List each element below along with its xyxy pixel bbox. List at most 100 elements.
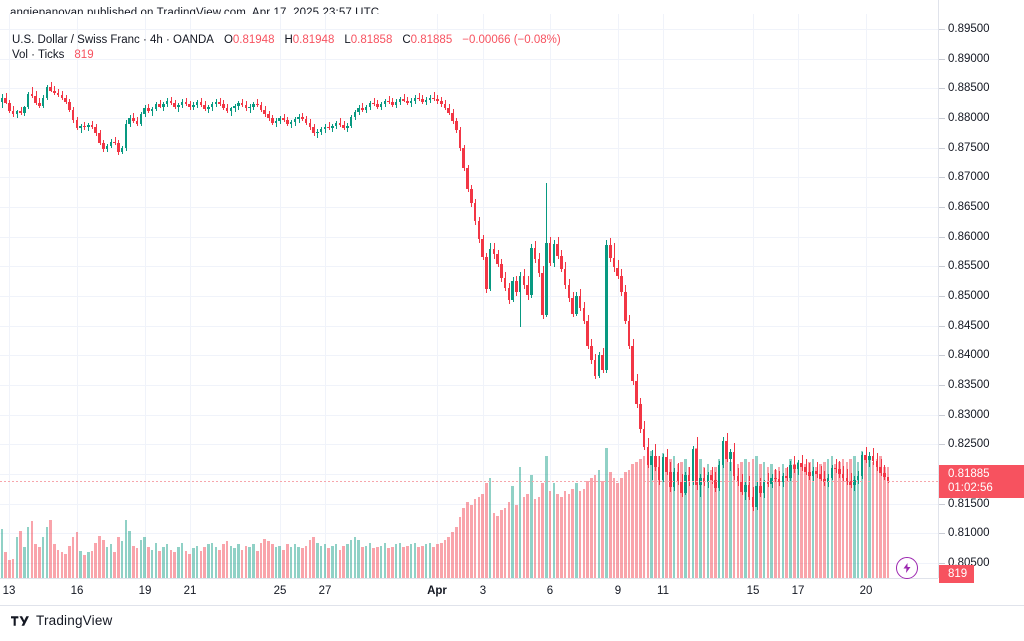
candle-body-down [864, 455, 867, 460]
tradingview-logo-icon [11, 615, 30, 627]
volume-bar [582, 488, 586, 578]
volume-bar [556, 494, 559, 578]
candle-wick [171, 96, 172, 105]
candle-wick [884, 464, 885, 481]
candle-body-down [845, 477, 849, 482]
candle-body-up [868, 456, 871, 460]
volume-bar [721, 453, 725, 578]
candle-body-down [507, 288, 511, 301]
candle-body-down [657, 466, 661, 481]
legend-open-label: O [223, 34, 233, 46]
candle-body-up [319, 129, 323, 132]
candle-body-up [781, 476, 785, 483]
volume-bar [646, 453, 650, 578]
candle-body-down [608, 244, 612, 258]
volume-bar [233, 548, 236, 578]
volume-bar [860, 450, 864, 578]
volume-bar [263, 538, 267, 578]
candle-wick [32, 87, 33, 99]
candle-body-up [165, 100, 169, 104]
candle-body-down [188, 104, 191, 108]
volume-bar [139, 540, 143, 578]
volume-bar [368, 542, 372, 578]
price-tick-label: 0.86000 [948, 231, 990, 243]
volume-bar [654, 458, 657, 578]
chart-plot-area[interactable] [0, 14, 938, 578]
volume-bar [4, 552, 7, 578]
candle-body-up [368, 103, 372, 108]
volume-bar [710, 469, 713, 578]
candle-wick [843, 465, 844, 482]
volume-bar [338, 549, 342, 578]
price-tick-mark [939, 504, 945, 505]
legend-symbol[interactable]: U.S. Dollar / Swiss Franc · 4h · OANDA [12, 34, 214, 46]
candle-body-down [451, 112, 454, 122]
volume-bar [394, 544, 398, 578]
time-tick-label: 11 [657, 585, 669, 597]
candle-wick [362, 103, 363, 112]
volume-bar [229, 545, 233, 578]
grid-line-vertical [280, 14, 281, 578]
time-tick-label: 3 [479, 585, 487, 597]
volume-bar [725, 458, 728, 578]
price-tick-mark [939, 385, 945, 386]
volume-bar [240, 549, 244, 578]
candle-wick [81, 123, 82, 133]
candle-body-down [90, 125, 94, 127]
price-scale[interactable]: 0.81885 01:02:56 819 0.89500 0.89000 0.885… [939, 0, 1024, 605]
volume-bar [661, 453, 665, 578]
volume-bar [631, 464, 635, 578]
volume-bar [563, 491, 567, 578]
candle-body-down [417, 98, 420, 100]
volume-bar [218, 549, 221, 578]
candle-body-down [432, 97, 435, 99]
time-scale[interactable]: 13 16 19 21 25 27 Apr 3 6 9 11 15 17 20 [0, 579, 938, 605]
price-tick-mark [939, 415, 945, 416]
candle-wick [817, 462, 818, 478]
volume-bar [383, 542, 387, 578]
legend-open-value: 0.81948 [232, 34, 275, 46]
price-tick-label: 0.89500 [948, 23, 990, 35]
volume-bar [56, 549, 60, 578]
price-tick-mark [939, 29, 945, 30]
volume-bar [372, 548, 375, 578]
volume-bar [105, 546, 109, 578]
lightning-bolt-icon[interactable] [896, 557, 918, 579]
candle-body-up [770, 477, 773, 484]
candle-body-down [669, 471, 672, 488]
candle-body-down [841, 474, 845, 478]
volume-bar [184, 550, 188, 578]
legend-low-label: L [344, 34, 351, 46]
volume-bar [515, 504, 518, 578]
candle-body-down [620, 275, 623, 293]
candle-body-up [552, 243, 556, 263]
candle-body-up [105, 145, 109, 150]
grid-line-horizontal [0, 504, 938, 505]
grid-line-vertical [550, 14, 551, 578]
candle-body-down [834, 468, 837, 470]
candle-body-down [485, 256, 488, 289]
legend-volume-title[interactable]: Vol · Ticks [12, 49, 65, 61]
volume-bar [361, 546, 364, 578]
time-tick-label: 15 [746, 585, 760, 597]
volume-bar [473, 499, 477, 578]
candle-body-up [162, 103, 165, 107]
candle-body-up [762, 482, 766, 494]
volume-bar [702, 466, 706, 578]
candle-body-up [357, 108, 360, 112]
volume-bar [526, 494, 529, 578]
candle-body-down [477, 221, 481, 239]
volume-bar [154, 542, 158, 578]
candle-body-down [563, 268, 567, 286]
candle-body-up [120, 148, 124, 153]
volume-bar [282, 549, 285, 578]
volume-bar [500, 510, 503, 578]
candle-body-up [830, 468, 834, 478]
candle-wick [775, 469, 776, 483]
volume-bar [789, 458, 792, 578]
volume-bar [421, 545, 424, 578]
volume-bar [49, 519, 52, 578]
candle-body-up [207, 107, 210, 109]
candle-body-up [214, 102, 218, 105]
candle-body-up [545, 242, 548, 315]
